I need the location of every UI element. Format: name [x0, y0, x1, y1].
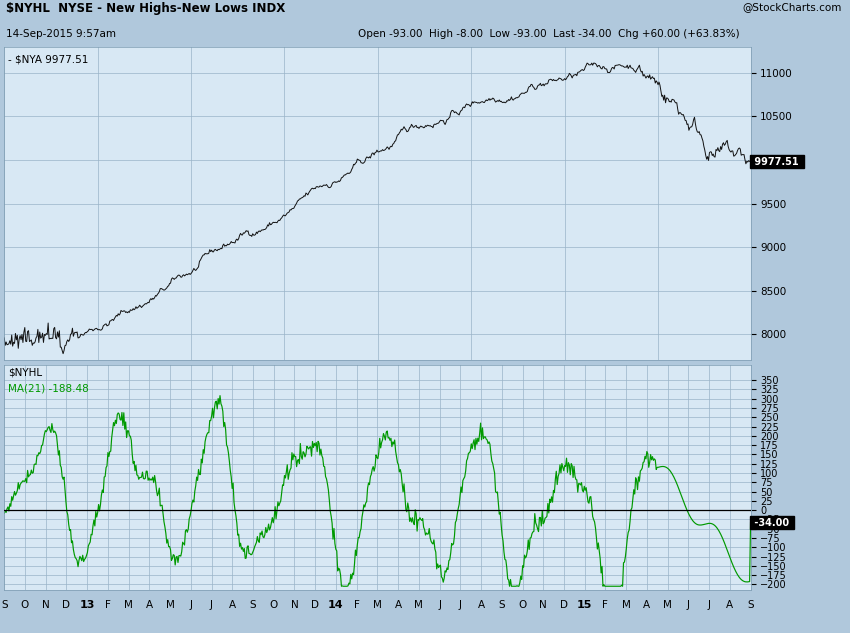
Text: Open -93.00  High -8.00  Low -93.00  Last -34.00  Chg +60.00 (+63.83%): Open -93.00 High -8.00 Low -93.00 Last -… [358, 30, 740, 39]
Text: MA(21) -188.48: MA(21) -188.48 [8, 383, 88, 393]
Text: 14-Sep-2015 9:57am: 14-Sep-2015 9:57am [6, 30, 116, 39]
Text: $NYHL: $NYHL [8, 368, 42, 377]
Text: - $NYA 9977.51: - $NYA 9977.51 [8, 54, 88, 65]
Text: -34.00: -34.00 [751, 518, 793, 528]
Text: 9977.51: 9977.51 [751, 157, 802, 167]
Text: @StockCharts.com: @StockCharts.com [742, 3, 842, 13]
Text: $NYHL  NYSE - New Highs-New Lows INDX: $NYHL NYSE - New Highs-New Lows INDX [6, 3, 286, 15]
